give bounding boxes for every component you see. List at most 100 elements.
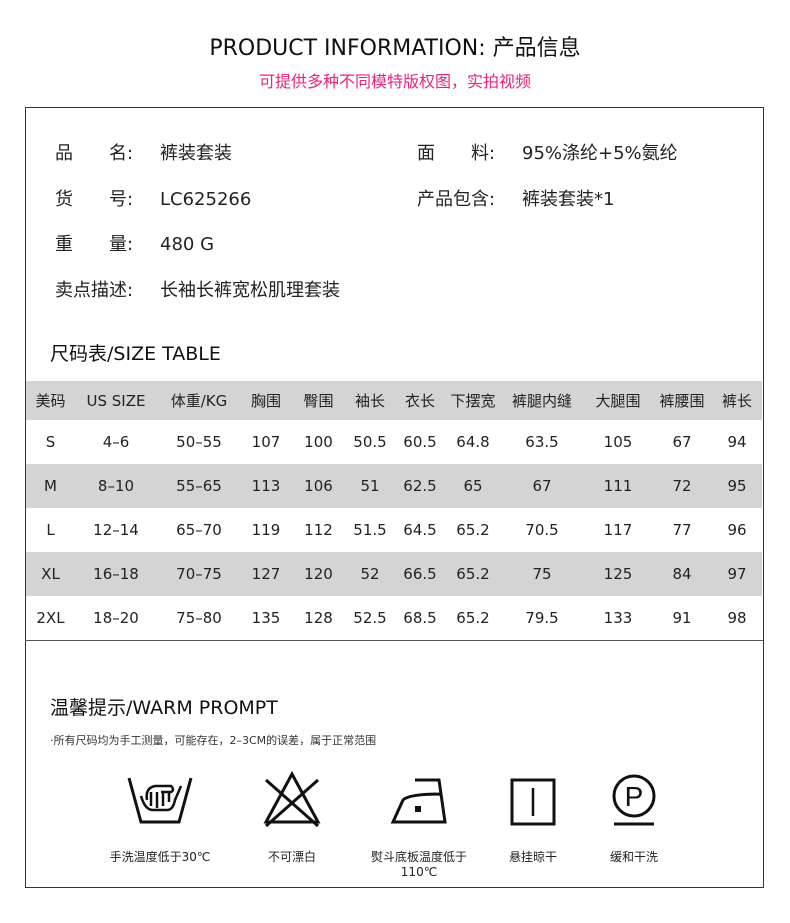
- info-box: [25, 107, 764, 888]
- fabric-field: 面 料: 95%涤纶+5%氨纶: [417, 139, 678, 165]
- fabric-value: 95%涤纶+5%氨纶: [522, 143, 678, 164]
- measurement-note: ·所有尺码均为手工测量，可能存在，2–3CM的误差，属于正常范围: [50, 734, 377, 747]
- table-cell: 65: [446, 464, 500, 508]
- table-cell: 4–6: [102, 433, 130, 451]
- page-subtitle: 可提供多种不同模特版权图，实拍视频: [258, 72, 531, 91]
- table-cell: 95: [712, 464, 762, 508]
- svg-text:P: P: [625, 781, 644, 812]
- table-cell: 84: [652, 552, 712, 596]
- table-cell: 68.5: [403, 609, 437, 627]
- size-table-title: 尺码表/SIZE TABLE: [50, 343, 221, 365]
- care-label: 悬挂晾干: [508, 850, 557, 864]
- table-cell: 52.5: [353, 609, 387, 627]
- iron-low-icon: [390, 778, 447, 824]
- table-cell: 97: [712, 552, 762, 596]
- table-cell: 臀围: [291, 381, 346, 420]
- table-cell: 91: [672, 609, 692, 627]
- table-cell: 77: [672, 521, 692, 539]
- table-cell: 117: [603, 521, 633, 539]
- table-cell: 113: [241, 464, 291, 508]
- table-cell: 79.5: [525, 609, 559, 627]
- table-cell: 111: [584, 464, 652, 508]
- table-cell: 袖长: [346, 381, 394, 420]
- table-cell: 裤腰围: [652, 381, 712, 420]
- weight-label: 重 量:: [55, 234, 134, 255]
- weight-field: 重 量: 480 G: [55, 230, 214, 256]
- table-cell: 63.5: [525, 433, 559, 451]
- table-cell: 128: [304, 609, 333, 627]
- table-cell: 裤腿内缝: [500, 381, 584, 420]
- selling-field: 卖点描述: 长袖长裤宽松肌理套装: [55, 276, 340, 302]
- table-cell: 133: [603, 609, 633, 627]
- sku-value: LC625266: [160, 189, 252, 210]
- table-cell: 下摆宽: [446, 381, 500, 420]
- care-line-dry: 悬挂晾干: [473, 770, 593, 865]
- table-cell: US SIZE: [75, 381, 157, 420]
- prompt-title: 温馨提示/WARM PROMPT: [50, 697, 278, 719]
- table-cell: 52: [346, 552, 394, 596]
- table-cell: 67: [672, 433, 692, 451]
- table-cell: 75–80: [176, 609, 222, 627]
- table-cell: 106: [291, 464, 346, 508]
- table-cell: 55–65: [157, 464, 241, 508]
- sku-label: 货 号:: [55, 189, 134, 210]
- includes-label: 产品包含:: [417, 189, 496, 210]
- table-cell: 112: [304, 521, 333, 539]
- table-cell: 135: [251, 609, 281, 627]
- page-title: PRODUCT INFORMATION: 产品信息: [209, 36, 581, 61]
- includes-value: 裤装套装*1: [522, 189, 615, 210]
- table-cell: 96: [727, 521, 747, 539]
- table-cell: 64.5: [403, 521, 437, 539]
- care-iron: 熨斗底板温度低于110℃: [359, 770, 479, 879]
- selling-value: 长袖长裤宽松肌理套装: [160, 280, 340, 301]
- name-value: 裤装套装: [160, 143, 232, 164]
- care-dry-clean: P 缓和干洗: [574, 770, 694, 865]
- weight-value: 480 G: [160, 234, 215, 255]
- table-cell: 50–55: [176, 433, 222, 451]
- table-cell: 51: [346, 464, 394, 508]
- care-label: 不可漂白: [267, 850, 316, 864]
- table-cell: 127: [241, 552, 291, 596]
- table-cell: 98: [727, 609, 747, 627]
- line-dry-icon: [510, 778, 556, 826]
- table-cell: 64.8: [456, 433, 490, 451]
- table-cell: 119: [251, 521, 281, 539]
- no-bleach-icon: [263, 770, 321, 828]
- size-table: 美码 US SIZE 体重/KG 胸围 臀围 袖长 衣长 下摆宽 裤腿内缝 大腿围 裤腰围 裤长 S 4–…: [26, 381, 762, 640]
- fabric-label: 面 料:: [417, 143, 496, 164]
- table-cell: 107: [251, 433, 281, 451]
- table-cell: 70–75: [157, 552, 241, 596]
- name-field: 品 名: 裤装套装: [55, 139, 232, 165]
- table-cell: 8–10: [75, 464, 157, 508]
- care-no-bleach: 不可漂白: [232, 770, 352, 865]
- table-cell: 美码: [26, 381, 75, 420]
- table-cell: 66.5: [394, 552, 446, 596]
- table-cell: 67: [500, 464, 584, 508]
- sku-field: 货 号: LC625266: [55, 185, 251, 211]
- table-cell: XL: [26, 552, 75, 596]
- table-cell: 衣长: [394, 381, 446, 420]
- table-cell: 75: [500, 552, 584, 596]
- table-cell: 120: [291, 552, 346, 596]
- table-cell: 60.5: [403, 433, 437, 451]
- table-cell: 65.2: [456, 609, 490, 627]
- table-cell: 18–20: [93, 609, 139, 627]
- table-cell: 大腿围: [584, 381, 652, 420]
- gentle-dry-clean-icon: P: [612, 774, 656, 826]
- table-row: S 4–6 50–55 107 100 50.5 60.5 64.8 63.5 105 67 94: [26, 420, 762, 464]
- table-cell: M: [26, 464, 75, 508]
- care-hand-wash: 手洗温度低于30℃: [100, 770, 220, 865]
- table-header-row: 美码 US SIZE 体重/KG 胸围 臀围 袖长 衣长 下摆宽 裤腿内缝 大腿围 裤腰围 裤长: [26, 381, 762, 420]
- table-cell: 50.5: [353, 433, 387, 451]
- care-label: 缓和干洗: [609, 850, 658, 864]
- table-row: 2XL 18–20 75–80 135 128 52.5 68.5 65.2 79.5 133 91…: [26, 596, 762, 640]
- table-row: M 8–10 55–65 113 106 51 62.5 65 67 111 72 95: [26, 464, 762, 508]
- table-cell: 65–70: [176, 521, 222, 539]
- table-cell: 65.2: [456, 521, 490, 539]
- table-cell: 72: [652, 464, 712, 508]
- table-cell: 125: [584, 552, 652, 596]
- selling-label: 卖点描述:: [55, 280, 134, 301]
- table-cell: 16–18: [75, 552, 157, 596]
- care-label: 手洗温度低于30℃: [109, 850, 211, 864]
